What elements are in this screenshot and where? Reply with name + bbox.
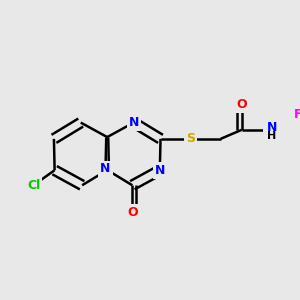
- Text: F: F: [294, 108, 300, 121]
- Text: N: N: [100, 163, 111, 176]
- Text: Cl: Cl: [27, 179, 40, 192]
- Text: H: H: [267, 131, 276, 141]
- Text: O: O: [127, 206, 138, 219]
- Text: N: N: [154, 164, 165, 177]
- Text: S: S: [186, 132, 195, 146]
- Text: N: N: [128, 116, 139, 129]
- Text: N: N: [266, 121, 277, 134]
- Text: O: O: [236, 98, 247, 111]
